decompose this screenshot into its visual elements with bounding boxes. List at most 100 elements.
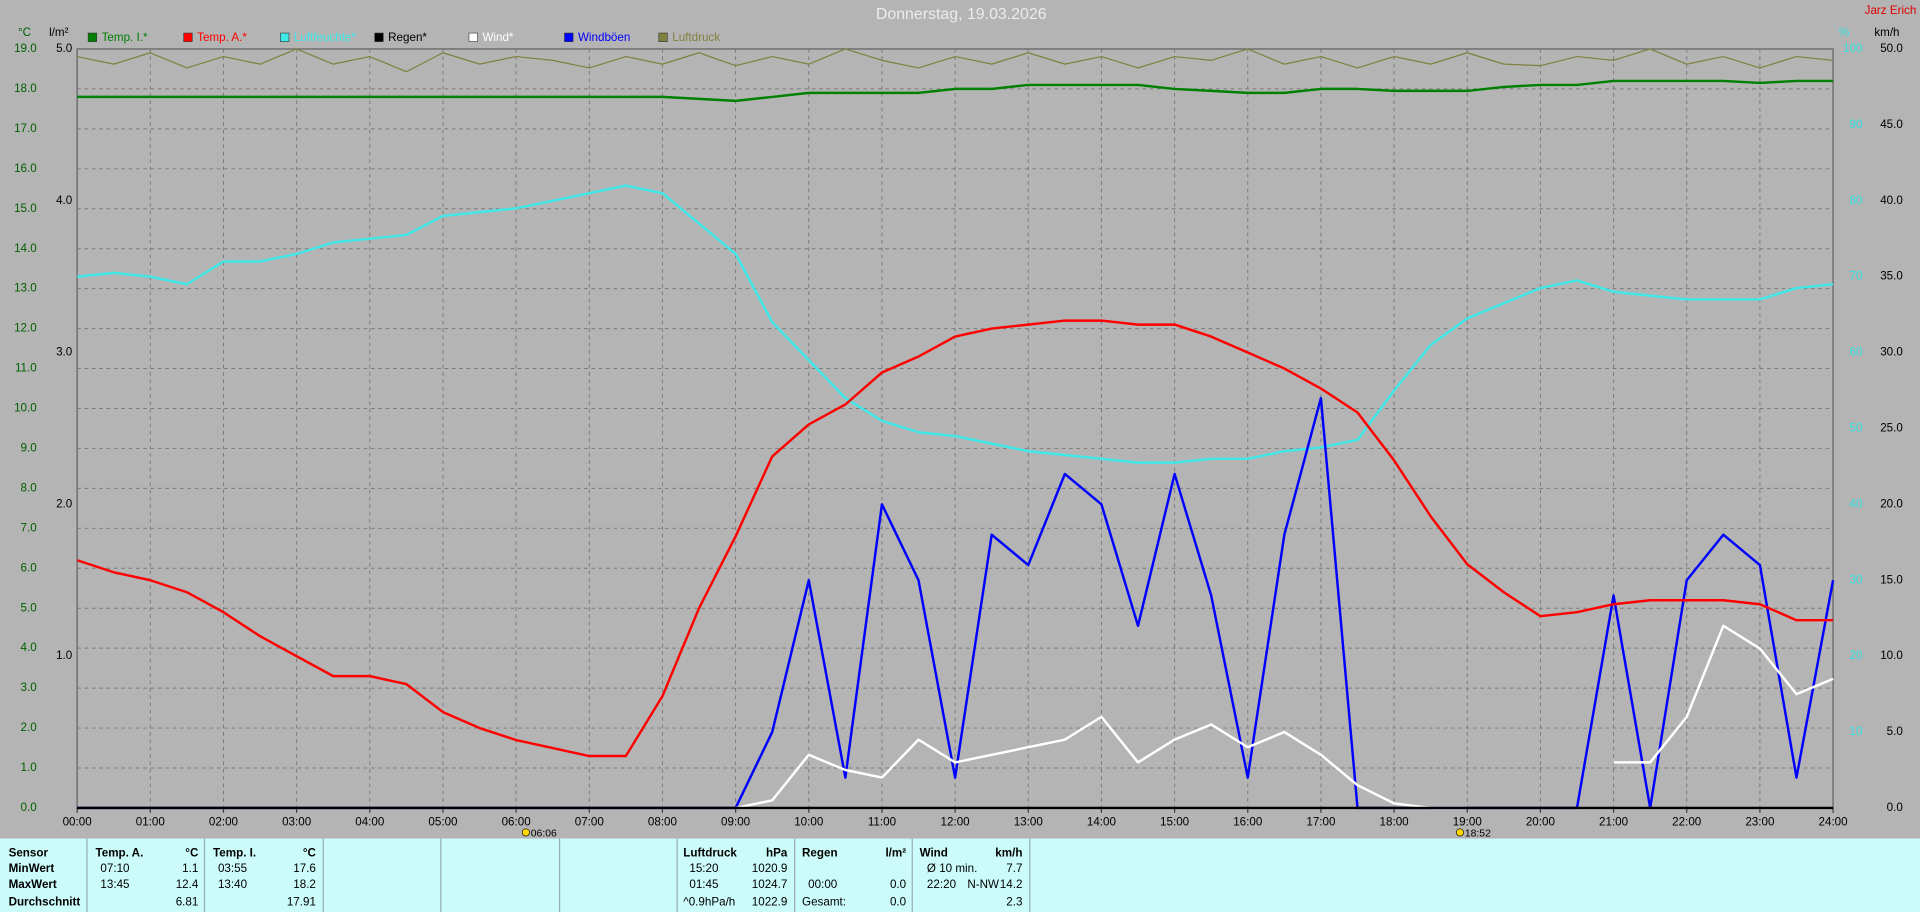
cell: 1020.9: [752, 862, 788, 875]
y-tick-label: 12.0: [14, 322, 37, 335]
cell: Ø 10 min.: [927, 862, 977, 875]
legend-swatch: [183, 32, 193, 42]
x-tick-label: 01:00: [136, 816, 166, 829]
wind-tick-label: 10.0: [1880, 649, 1903, 662]
cell: 00:00: [808, 878, 838, 891]
col-header: Wind: [920, 846, 948, 859]
legend-label: Wind*: [482, 31, 513, 44]
col-unit: hPa: [766, 846, 788, 859]
humidity-tick-label: 10: [1850, 725, 1863, 738]
cell: 1.1: [182, 862, 198, 875]
cell: 6.81: [176, 895, 199, 908]
cell: 12.4: [176, 878, 199, 891]
sun-icon: [1455, 828, 1464, 837]
legend-swatch: [87, 32, 98, 42]
x-tick-label: 12:00: [941, 816, 971, 829]
chart-title: Donnerstag, 19.03.2026: [876, 6, 1047, 23]
series-line: [77, 48, 1834, 73]
x-tick-label: 11:00: [868, 816, 897, 829]
series-line: [77, 184, 1834, 464]
cell: 18.2: [293, 878, 316, 891]
row-label: MaxWert: [9, 878, 57, 891]
x-tick-label: 24:00: [1819, 816, 1849, 829]
y-tick-label: 7.0: [21, 521, 38, 534]
cell: 2.3: [1006, 895, 1022, 908]
y-tick-label: 19.0: [14, 42, 37, 55]
humidity-tick-label: 70: [1850, 270, 1863, 283]
legend-label: Temp. I.*: [102, 31, 148, 44]
x-tick-label: 14:00: [1087, 816, 1117, 829]
cell: 7.7: [1006, 862, 1022, 875]
rain-unit: l/m²: [49, 26, 68, 39]
y-tick-label: 8.0: [21, 481, 38, 494]
wind-tick-label: 20.0: [1880, 497, 1903, 510]
legend-label: Luftdruck: [672, 31, 720, 44]
row-label: Sensor: [9, 846, 49, 859]
summary-table: Sensor MinWert MaxWert Durchschnitt Temp…: [9, 838, 1031, 912]
y-tick-label: 18.0: [14, 82, 37, 95]
cell: 17.91: [287, 895, 316, 908]
x-tick-label: 20:00: [1526, 816, 1556, 829]
x-tick-label: 22:00: [1672, 816, 1702, 829]
cell: 15:20: [689, 862, 719, 875]
cell: 22:20: [927, 878, 957, 891]
plot: 00:00 01:00 02:00 03:00 04:00 05:00 06:00 07:00…: [14, 31, 1903, 839]
y-tick-label: 14.0: [14, 242, 37, 255]
x-tick-label: 21:00: [1599, 816, 1629, 829]
cell: 17.6: [293, 862, 316, 875]
x-tick-label: 10:00: [794, 816, 824, 829]
sun-label: 06:06: [531, 828, 557, 839]
author: Jarz Erich: [1865, 4, 1917, 17]
x-tick-label: 19:00: [1453, 816, 1483, 829]
y-tick-label: 9.0: [21, 442, 38, 455]
y-tick-label: 15.0: [14, 202, 37, 215]
col-header: Temp. I.: [213, 846, 256, 859]
series-line: [735, 624, 1834, 810]
humidity-tick-label: 80: [1850, 194, 1863, 207]
x-tick-label: 03:00: [282, 816, 312, 829]
y-tick-label: 6.0: [21, 561, 38, 574]
rain-tick-label: 1.0: [56, 649, 73, 662]
x-tick-label: 15:00: [1160, 816, 1190, 829]
legend-swatch: [280, 32, 290, 42]
x-tick-label: 05:00: [428, 816, 458, 829]
wind-tick-label: 45.0: [1880, 118, 1903, 131]
cell: Gesamt:: [802, 895, 846, 908]
x-tick-label: 07:00: [575, 816, 605, 829]
cell: 1022.9: [752, 895, 788, 908]
cell: 13:45: [100, 878, 129, 891]
cell: ^0.9hPa/h: [683, 895, 735, 908]
legend-label: Temp. A.*: [197, 31, 247, 44]
y-unit: °C: [18, 26, 31, 39]
legend-swatch: [374, 32, 384, 42]
x-tick-label: 23:00: [1745, 816, 1775, 829]
y-tick-label: 13.0: [14, 282, 37, 295]
wind-tick-label: 50.0: [1880, 42, 1903, 55]
legend-label: Regen*: [388, 31, 427, 44]
x-tick-label: 18:00: [1380, 816, 1410, 829]
cell: 1024.7: [752, 878, 788, 891]
col-unit: km/h: [995, 846, 1022, 859]
col-unit: °C: [303, 846, 317, 859]
wind-unit: km/h: [1874, 26, 1899, 39]
legend-label: Luftfeuchte*: [294, 31, 357, 44]
y-tick-label: 1.0: [21, 761, 38, 774]
x-tick-label: 09:00: [721, 816, 751, 829]
legend-swatch: [658, 32, 668, 42]
col-header: Regen: [802, 846, 838, 859]
x-tick-label: 04:00: [355, 816, 385, 829]
cell: 0.0: [890, 895, 907, 908]
col-header: Luftdruck: [683, 846, 737, 859]
x-tick-label: 02:00: [209, 816, 239, 829]
y-tick-label: 11.0: [15, 362, 37, 375]
y-tick-label: 5.0: [21, 601, 38, 614]
wind-tick-label: 15.0: [1880, 573, 1903, 586]
cell: 03:55: [218, 862, 247, 875]
legend-label: Windböen: [578, 31, 630, 44]
wind-tick-label: 0.0: [1887, 801, 1904, 814]
rain-tick-label: 2.0: [56, 497, 73, 510]
row-label: Durchschnitt: [9, 895, 81, 908]
wind-tick-label: 25.0: [1880, 422, 1903, 435]
humidity-tick-label: 20: [1850, 649, 1863, 662]
